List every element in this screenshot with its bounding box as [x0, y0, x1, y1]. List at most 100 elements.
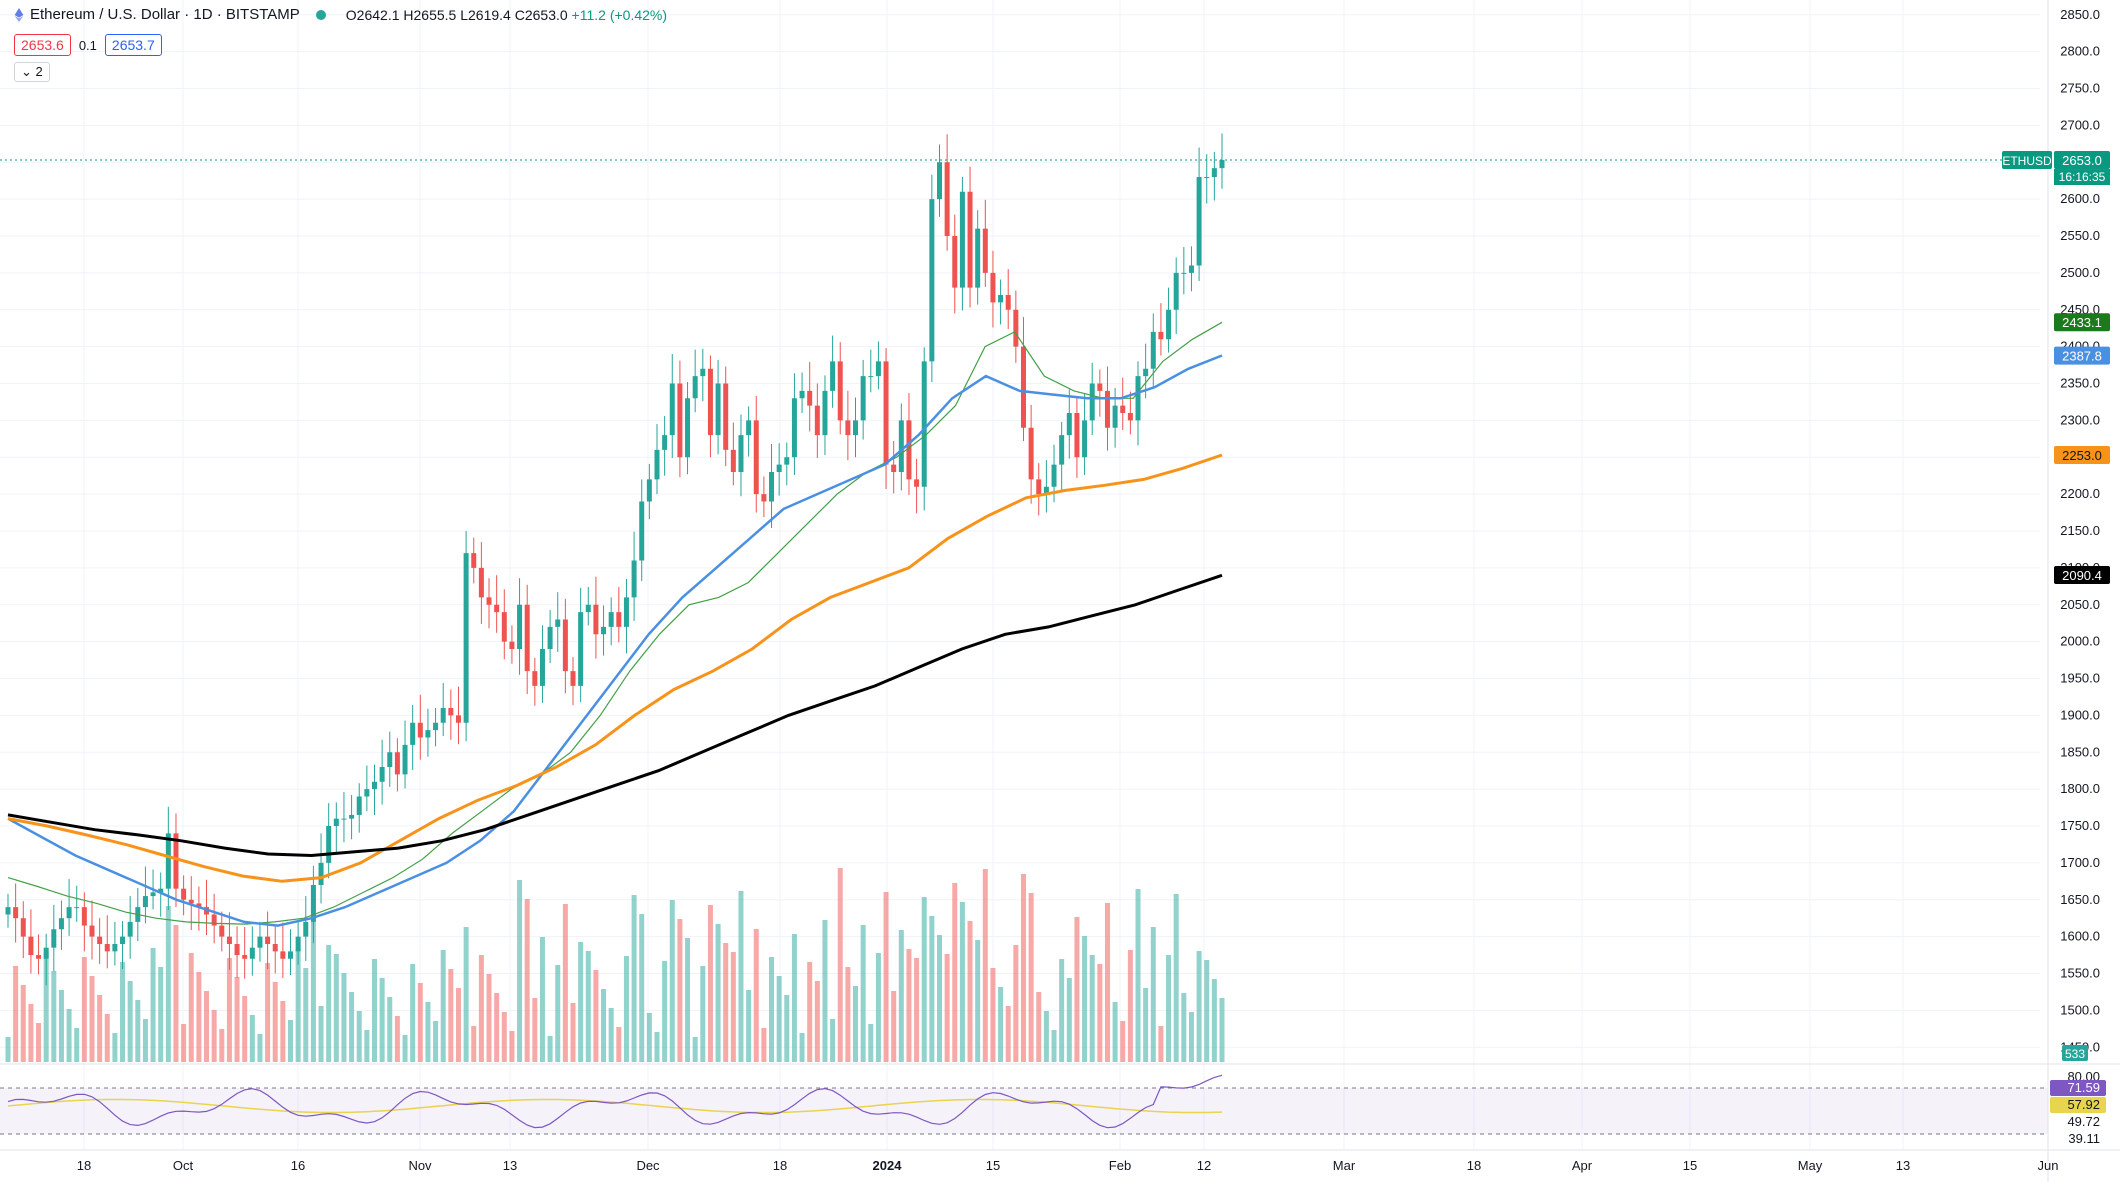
volume-bar	[769, 957, 775, 1062]
volume-bar	[173, 925, 179, 1062]
candle-body	[1104, 390, 1110, 428]
ma-value-tag: 2433.1	[2062, 315, 2102, 330]
candle-body	[51, 929, 57, 948]
volume-bar	[509, 1031, 515, 1062]
time-tick-label: 13	[503, 1158, 517, 1173]
volume-bar	[1143, 988, 1149, 1062]
candle-body	[379, 767, 385, 782]
volume-bar	[524, 899, 530, 1062]
time-axis[interactable]: 18 Oct 16 Nov 13 Dec 18 2024 15 Feb 12 Mar 18 Apr 15 Ma…	[0, 1149, 2120, 1173]
volume-bar	[791, 934, 797, 1062]
volume-bar	[181, 1024, 187, 1062]
volume-bar	[127, 981, 133, 1062]
low-value: L2619.4	[460, 6, 511, 23]
candle-body	[150, 892, 156, 897]
time-tick-label: Feb	[1109, 1158, 1131, 1173]
volume-bar	[58, 990, 64, 1062]
price-axis[interactable]: 1450.01500.01550.01600.01650.01700.01750…	[2047, 0, 2106, 1182]
candle-body	[310, 885, 316, 922]
volume-bar	[784, 995, 790, 1062]
candle-body	[356, 796, 362, 815]
volume-bar	[204, 991, 210, 1062]
candle-body	[631, 560, 637, 598]
volume-bar	[410, 964, 416, 1062]
indicators-toggle[interactable]: ⌄ 2	[14, 62, 50, 82]
candle-body	[868, 376, 874, 378]
candle-body	[425, 730, 431, 738]
candle-body	[341, 818, 347, 820]
volume-bar	[318, 1006, 324, 1062]
candle-body	[219, 925, 225, 937]
candle-body	[646, 479, 652, 502]
candle-body	[959, 191, 965, 288]
bid-button[interactable]: 2653.6	[14, 34, 71, 56]
rsi-pane	[0, 1063, 2120, 1135]
ma-value-tag-bg	[2054, 446, 2110, 465]
candle-body	[1127, 413, 1133, 421]
candle-body	[1181, 272, 1187, 274]
volume-bar	[43, 952, 49, 1062]
time-tick-label: Dec	[636, 1158, 660, 1173]
symbol-title[interactable]: Ethereum / U.S. Dollar · 1D · BITSTAMP	[30, 6, 300, 23]
volume-bar	[1181, 993, 1187, 1062]
volume-tag: 533	[2065, 1047, 2085, 1061]
candle-body	[74, 907, 80, 909]
volume-bar	[158, 967, 164, 1062]
candle-body	[165, 833, 171, 889]
candle-body	[578, 612, 584, 686]
volume-bar	[830, 1019, 836, 1062]
market-status-icon	[315, 9, 326, 20]
rsi-level-label: 57.92	[2067, 1097, 2100, 1112]
ohlc-values: O2642.1 H2655.5 L2619.4 C2653.0 +11.2 (+…	[346, 7, 667, 23]
ask-button[interactable]: 2653.7	[104, 34, 162, 56]
volume-bar	[1074, 917, 1080, 1062]
symbol-tag-bg	[2002, 151, 2052, 170]
volume-bar	[639, 914, 645, 1062]
price-tick-label: 2450.0	[2060, 302, 2100, 317]
candle-body	[623, 597, 629, 627]
ma-value-tag-bg	[2054, 346, 2110, 365]
candle-body	[967, 191, 973, 288]
volume-bar	[608, 1008, 614, 1062]
volume-bar	[669, 900, 675, 1062]
volume-bar	[36, 1023, 42, 1062]
volume-bar	[723, 943, 729, 1062]
candle-body	[524, 604, 530, 672]
candle-body	[265, 936, 271, 944]
price-tick-label: 2050.0	[2060, 597, 2100, 612]
price-tick-label: 2850.0	[2060, 7, 2100, 22]
candle-body	[371, 781, 377, 790]
candle-body	[570, 671, 576, 686]
ma-value-tag: 2387.8	[2062, 349, 2102, 364]
rsi-line	[7, 1074, 1223, 1129]
price-tick-label: 2800.0	[2060, 44, 2100, 59]
candle-body	[1043, 486, 1049, 495]
candle-body	[478, 567, 484, 598]
volume-bar	[448, 969, 454, 1062]
candle-body	[272, 944, 278, 952]
candle-body	[104, 944, 110, 952]
volume-bar	[364, 1030, 370, 1062]
volume-bar	[776, 976, 782, 1062]
candle-body	[822, 390, 828, 436]
volume-bar	[967, 921, 973, 1062]
change-value: +11.2 (+0.42%)	[571, 6, 668, 23]
symbol-legend: Ethereum / U.S. Dollar · 1D · BITSTAMP O…	[14, 6, 667, 23]
candle-body	[394, 752, 400, 775]
volume-bar	[417, 983, 423, 1062]
candle-body	[20, 918, 26, 937]
candle-body	[1013, 309, 1019, 347]
volume-bar	[845, 967, 851, 1062]
candle-body	[1143, 368, 1149, 377]
volume-bar	[715, 924, 721, 1062]
candle-body	[715, 383, 721, 436]
candle-body	[654, 449, 660, 480]
ethereum-icon	[14, 7, 24, 22]
volume-bar	[433, 1021, 439, 1062]
volume-bar	[853, 986, 859, 1062]
candlesticks	[5, 133, 1225, 986]
candle-body	[440, 708, 446, 723]
volume-bar	[562, 904, 568, 1062]
volume-bar	[654, 1032, 660, 1062]
